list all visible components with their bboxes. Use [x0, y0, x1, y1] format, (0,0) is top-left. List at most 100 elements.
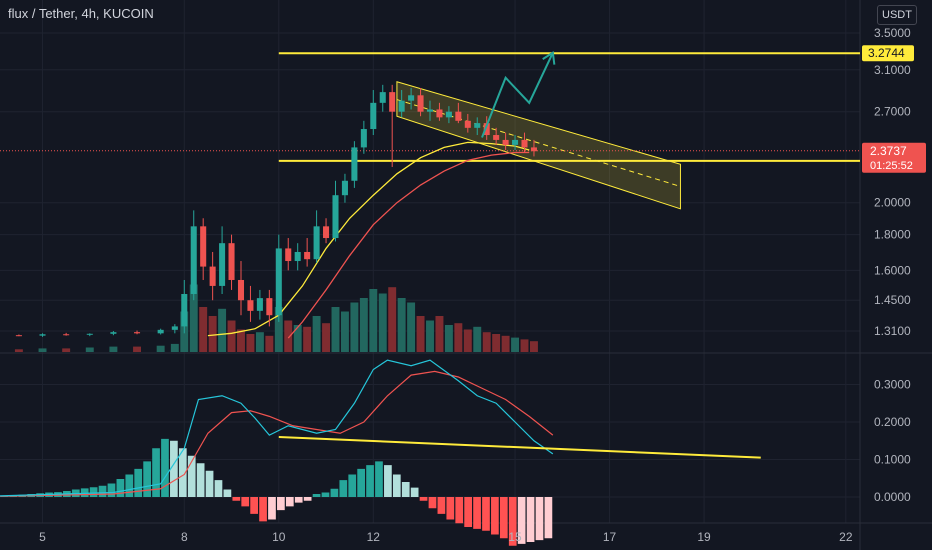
macd-histogram-bar [419, 497, 428, 501]
macd-histogram-bar [143, 461, 151, 497]
macd-histogram-bar [499, 497, 508, 539]
candle-body [436, 109, 443, 118]
volume-bar [227, 320, 236, 352]
candle-body [86, 333, 93, 335]
volume-bar [109, 346, 118, 352]
macd-histogram-bar [375, 461, 383, 497]
x-tick-label: 22 [839, 530, 853, 544]
volume-bar [454, 323, 463, 352]
volume-bar [492, 334, 501, 352]
x-tick-label: 17 [603, 530, 617, 544]
macd-histogram-bar [161, 438, 169, 497]
volume-bar [463, 329, 472, 352]
macd-histogram-bar [535, 497, 544, 541]
candle-body [445, 111, 452, 118]
volume-bar [397, 298, 406, 352]
projection-arrow [481, 52, 554, 138]
candle-body [190, 226, 197, 295]
macd-histogram-bar [401, 482, 410, 497]
chart-title: flux / Tether, 4h, KUCOIN [8, 6, 154, 21]
volume-bar [322, 323, 331, 352]
candle-body [464, 120, 471, 128]
y-tick-label: 3.1000 [874, 63, 911, 77]
volume-bar [501, 335, 510, 352]
y-tick-label: 3.5000 [874, 26, 911, 40]
macd-histogram-bar [392, 474, 401, 497]
y-tick-label: 1.6000 [874, 263, 911, 277]
macd-histogram-bar [294, 497, 303, 503]
channel-fill [396, 81, 681, 210]
y-tick-label: 0.3000 [874, 378, 911, 392]
x-tick-label: 8 [181, 530, 188, 544]
volume-bar [189, 284, 198, 352]
macd-histogram-bar [544, 497, 553, 539]
macd-histogram-bar [116, 479, 125, 497]
x-tick-label: 12 [367, 530, 381, 544]
volume-bar [156, 345, 165, 352]
volume-bar [303, 326, 312, 352]
candle-body [266, 298, 273, 316]
channel-midline [396, 99, 681, 187]
y-tick-label: 2.0000 [874, 196, 911, 210]
macd-histogram-bar [339, 480, 348, 497]
macd-histogram-bar [473, 497, 481, 529]
macd-histogram-bar [232, 497, 241, 501]
volume-bar [85, 347, 94, 352]
volume-bar [293, 325, 302, 352]
macd-histogram-bar [241, 497, 250, 507]
macd-histogram-bar [277, 497, 285, 511]
macd-histogram-bar [517, 497, 526, 544]
volume-bar [284, 320, 293, 352]
macd-histogram-bar [303, 497, 312, 501]
candle-body [304, 251, 311, 260]
macd-histogram-bar [410, 487, 419, 497]
macd-histogram-bar [125, 474, 134, 497]
macd-histogram-bar [491, 497, 499, 535]
candle-body [39, 334, 46, 336]
macd-histogram-bar [89, 487, 98, 497]
y-tick-label: 1.8000 [874, 228, 911, 242]
volume-bar [246, 334, 255, 352]
y-tick-label: 0.1000 [874, 453, 911, 467]
volume-bar [170, 343, 179, 352]
macd-histogram-bar [223, 489, 232, 497]
volume-bar [511, 337, 520, 352]
volume-bar [312, 316, 321, 352]
macd-histogram-bar [98, 485, 107, 497]
macd-histogram-bar [170, 440, 178, 497]
candle-body [228, 243, 235, 280]
candle-body [15, 335, 22, 337]
candle-body [209, 266, 216, 286]
macd-histogram-bar [357, 468, 365, 497]
volume-bar [444, 325, 453, 352]
macd-histogram-bar [526, 497, 535, 542]
candle-body [219, 243, 226, 286]
candle-body [426, 109, 434, 112]
y-tick-label: 0.0000 [874, 490, 911, 504]
candle-body [323, 226, 330, 239]
candle-body [408, 95, 415, 101]
currency-button[interactable]: USDT [877, 5, 917, 25]
volume-bar [426, 320, 434, 352]
volume-bar [407, 302, 416, 352]
macd-histogram-bar [464, 497, 473, 527]
macd-histogram-bar [455, 497, 464, 524]
macd-histogram-bar [214, 480, 223, 497]
volume-bar [473, 326, 482, 352]
divergence-line [278, 436, 761, 459]
macd-histogram-bar [80, 488, 89, 497]
volume-bar [208, 316, 217, 352]
candle-body [521, 139, 528, 148]
volume-bar [482, 332, 491, 352]
macd-histogram-bar [250, 497, 258, 514]
macd-histogram-bar [268, 497, 276, 520]
volume-bar [274, 307, 283, 352]
candle-body [134, 332, 141, 334]
candle-body [275, 248, 282, 316]
volume-bar [520, 339, 529, 352]
candle-body [360, 129, 367, 148]
x-tick-label: 5 [39, 530, 46, 544]
volume-bar [350, 302, 359, 352]
